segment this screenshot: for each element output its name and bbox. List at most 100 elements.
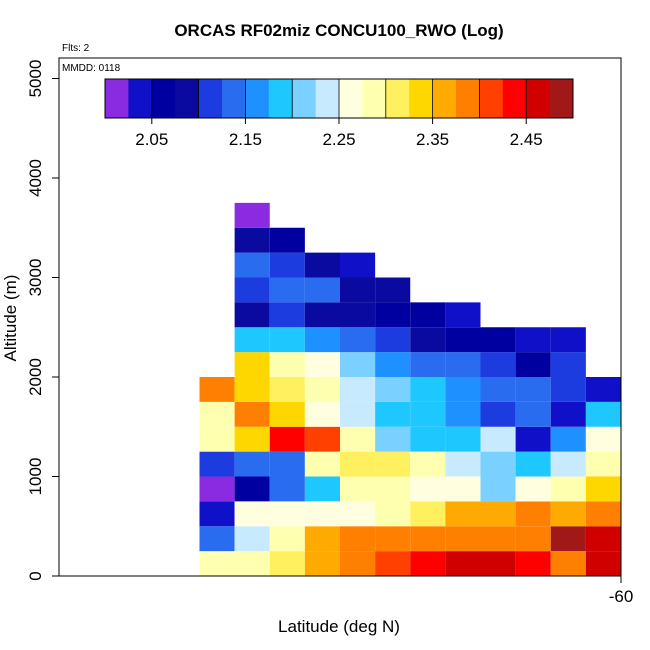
heatmap-cell <box>269 501 305 527</box>
heatmap-cell <box>199 451 235 477</box>
heatmap-cell <box>199 401 235 427</box>
heatmap-cell <box>304 526 340 552</box>
heatmap-cell <box>269 302 305 328</box>
heatmap-cell <box>515 377 551 402</box>
heatmap-cell <box>234 526 270 552</box>
heatmap-cell <box>515 526 551 552</box>
heatmap-cell <box>515 476 551 502</box>
heatmap-cell <box>445 302 481 328</box>
heatmap-cell <box>234 551 270 576</box>
heatmap-cell <box>340 451 376 477</box>
colorbar-swatch <box>549 79 574 118</box>
heatmap-cell <box>445 476 481 502</box>
heatmap-cell <box>375 352 411 377</box>
heatmap-cell <box>375 476 411 502</box>
heatmap-cell <box>410 352 446 377</box>
colorbar-swatch <box>128 79 153 118</box>
y-tick-label: 3000 <box>26 259 45 297</box>
heatmap-cell <box>269 252 305 278</box>
y-tick-label: 5000 <box>26 60 45 98</box>
heatmap-cell <box>445 551 481 576</box>
heatmap-cell <box>340 327 376 353</box>
x-tick-label: -60 <box>609 587 634 606</box>
heatmap-cell <box>445 501 481 527</box>
colorbar-swatch <box>362 79 387 118</box>
heatmap-cell <box>269 476 305 502</box>
heatmap-cell <box>340 277 376 303</box>
heatmap-cell <box>340 352 376 377</box>
heatmap-cell <box>234 327 270 353</box>
heatmap-cell <box>340 377 376 402</box>
heatmap-cell <box>375 426 411 452</box>
heatmap-cell <box>304 302 340 328</box>
heatmap-cell <box>304 401 340 427</box>
heatmap-cell <box>199 476 235 502</box>
colorbar-swatch <box>409 79 434 118</box>
y-tick-label: 2000 <box>26 358 45 396</box>
heatmap-cell <box>445 401 481 427</box>
colorbar-swatch <box>151 79 176 118</box>
heatmap-cell <box>234 501 270 527</box>
colorbar-swatch <box>385 79 410 118</box>
heatmap-cell <box>550 451 586 477</box>
heatmap-cell <box>340 501 376 527</box>
colorbar-swatch <box>456 79 480 118</box>
heatmap-cell <box>410 426 446 452</box>
heatmap-cell <box>585 526 621 552</box>
heatmap-cell <box>269 451 305 477</box>
heatmap-cell <box>199 377 235 402</box>
heatmap-cell <box>269 227 305 253</box>
heatmap-cell <box>480 327 516 353</box>
heatmap-cell <box>550 401 586 427</box>
heatmap-cell <box>234 476 270 502</box>
heatmap-cell <box>550 501 586 527</box>
heatmap-cell <box>375 302 411 328</box>
heatmap-cell <box>199 526 235 552</box>
heatmap-cell <box>445 526 481 552</box>
heatmap-cell <box>585 401 621 427</box>
heatmap-cell <box>550 377 586 402</box>
heatmap-cell <box>480 352 516 377</box>
heatmap-cell <box>410 451 446 477</box>
heatmap-cell <box>375 327 411 353</box>
heatmap-cell <box>515 401 551 427</box>
heatmap-cell <box>480 426 516 452</box>
colorbar-swatch <box>268 79 293 118</box>
colorbar-tick-label: 2.15 <box>229 130 262 149</box>
heatmap-cell <box>410 501 446 527</box>
heatmap-cell <box>445 426 481 452</box>
heatmap-cell <box>515 551 551 576</box>
heatmap-cell <box>234 377 270 402</box>
heatmap-cell <box>304 551 340 576</box>
heatmap-cell <box>340 526 376 552</box>
colorbar-swatch <box>432 79 457 118</box>
heatmap-cell <box>445 377 481 402</box>
colorbar-swatch <box>245 79 270 118</box>
colorbar-swatch <box>292 79 317 118</box>
heatmap-cell <box>410 302 446 328</box>
heatmap-cell <box>269 526 305 552</box>
heatmap-cell <box>550 551 586 576</box>
heatmap-cell <box>375 451 411 477</box>
heatmap-cell <box>515 451 551 477</box>
y-tick-label: 1000 <box>26 458 45 496</box>
colorbar-swatch <box>105 79 129 118</box>
colorbar-tick-label: 2.35 <box>416 130 449 149</box>
colorbar: 2.05 2.15 2.25 2.35 2.45 <box>104 78 574 149</box>
heatmap-cell <box>199 426 235 452</box>
heatmap-cell <box>340 252 376 278</box>
heatmap-cell <box>234 401 270 427</box>
heatmap-cell <box>234 227 270 253</box>
heatmap-cell <box>550 327 586 353</box>
heatmap-cell <box>234 352 270 377</box>
colorbar-swatch <box>222 79 246 118</box>
heatmap-cell <box>304 501 340 527</box>
colorbar-swatch <box>315 79 340 118</box>
colorbar-swatch <box>339 79 363 118</box>
colorbar-tick-label: 2.45 <box>510 130 543 149</box>
heatmap-cell <box>410 327 446 353</box>
heatmap-cell <box>269 277 305 303</box>
heatmap-cell <box>480 476 516 502</box>
heatmap-cell <box>304 377 340 402</box>
colorbar-tick-label: 2.25 <box>322 130 355 149</box>
